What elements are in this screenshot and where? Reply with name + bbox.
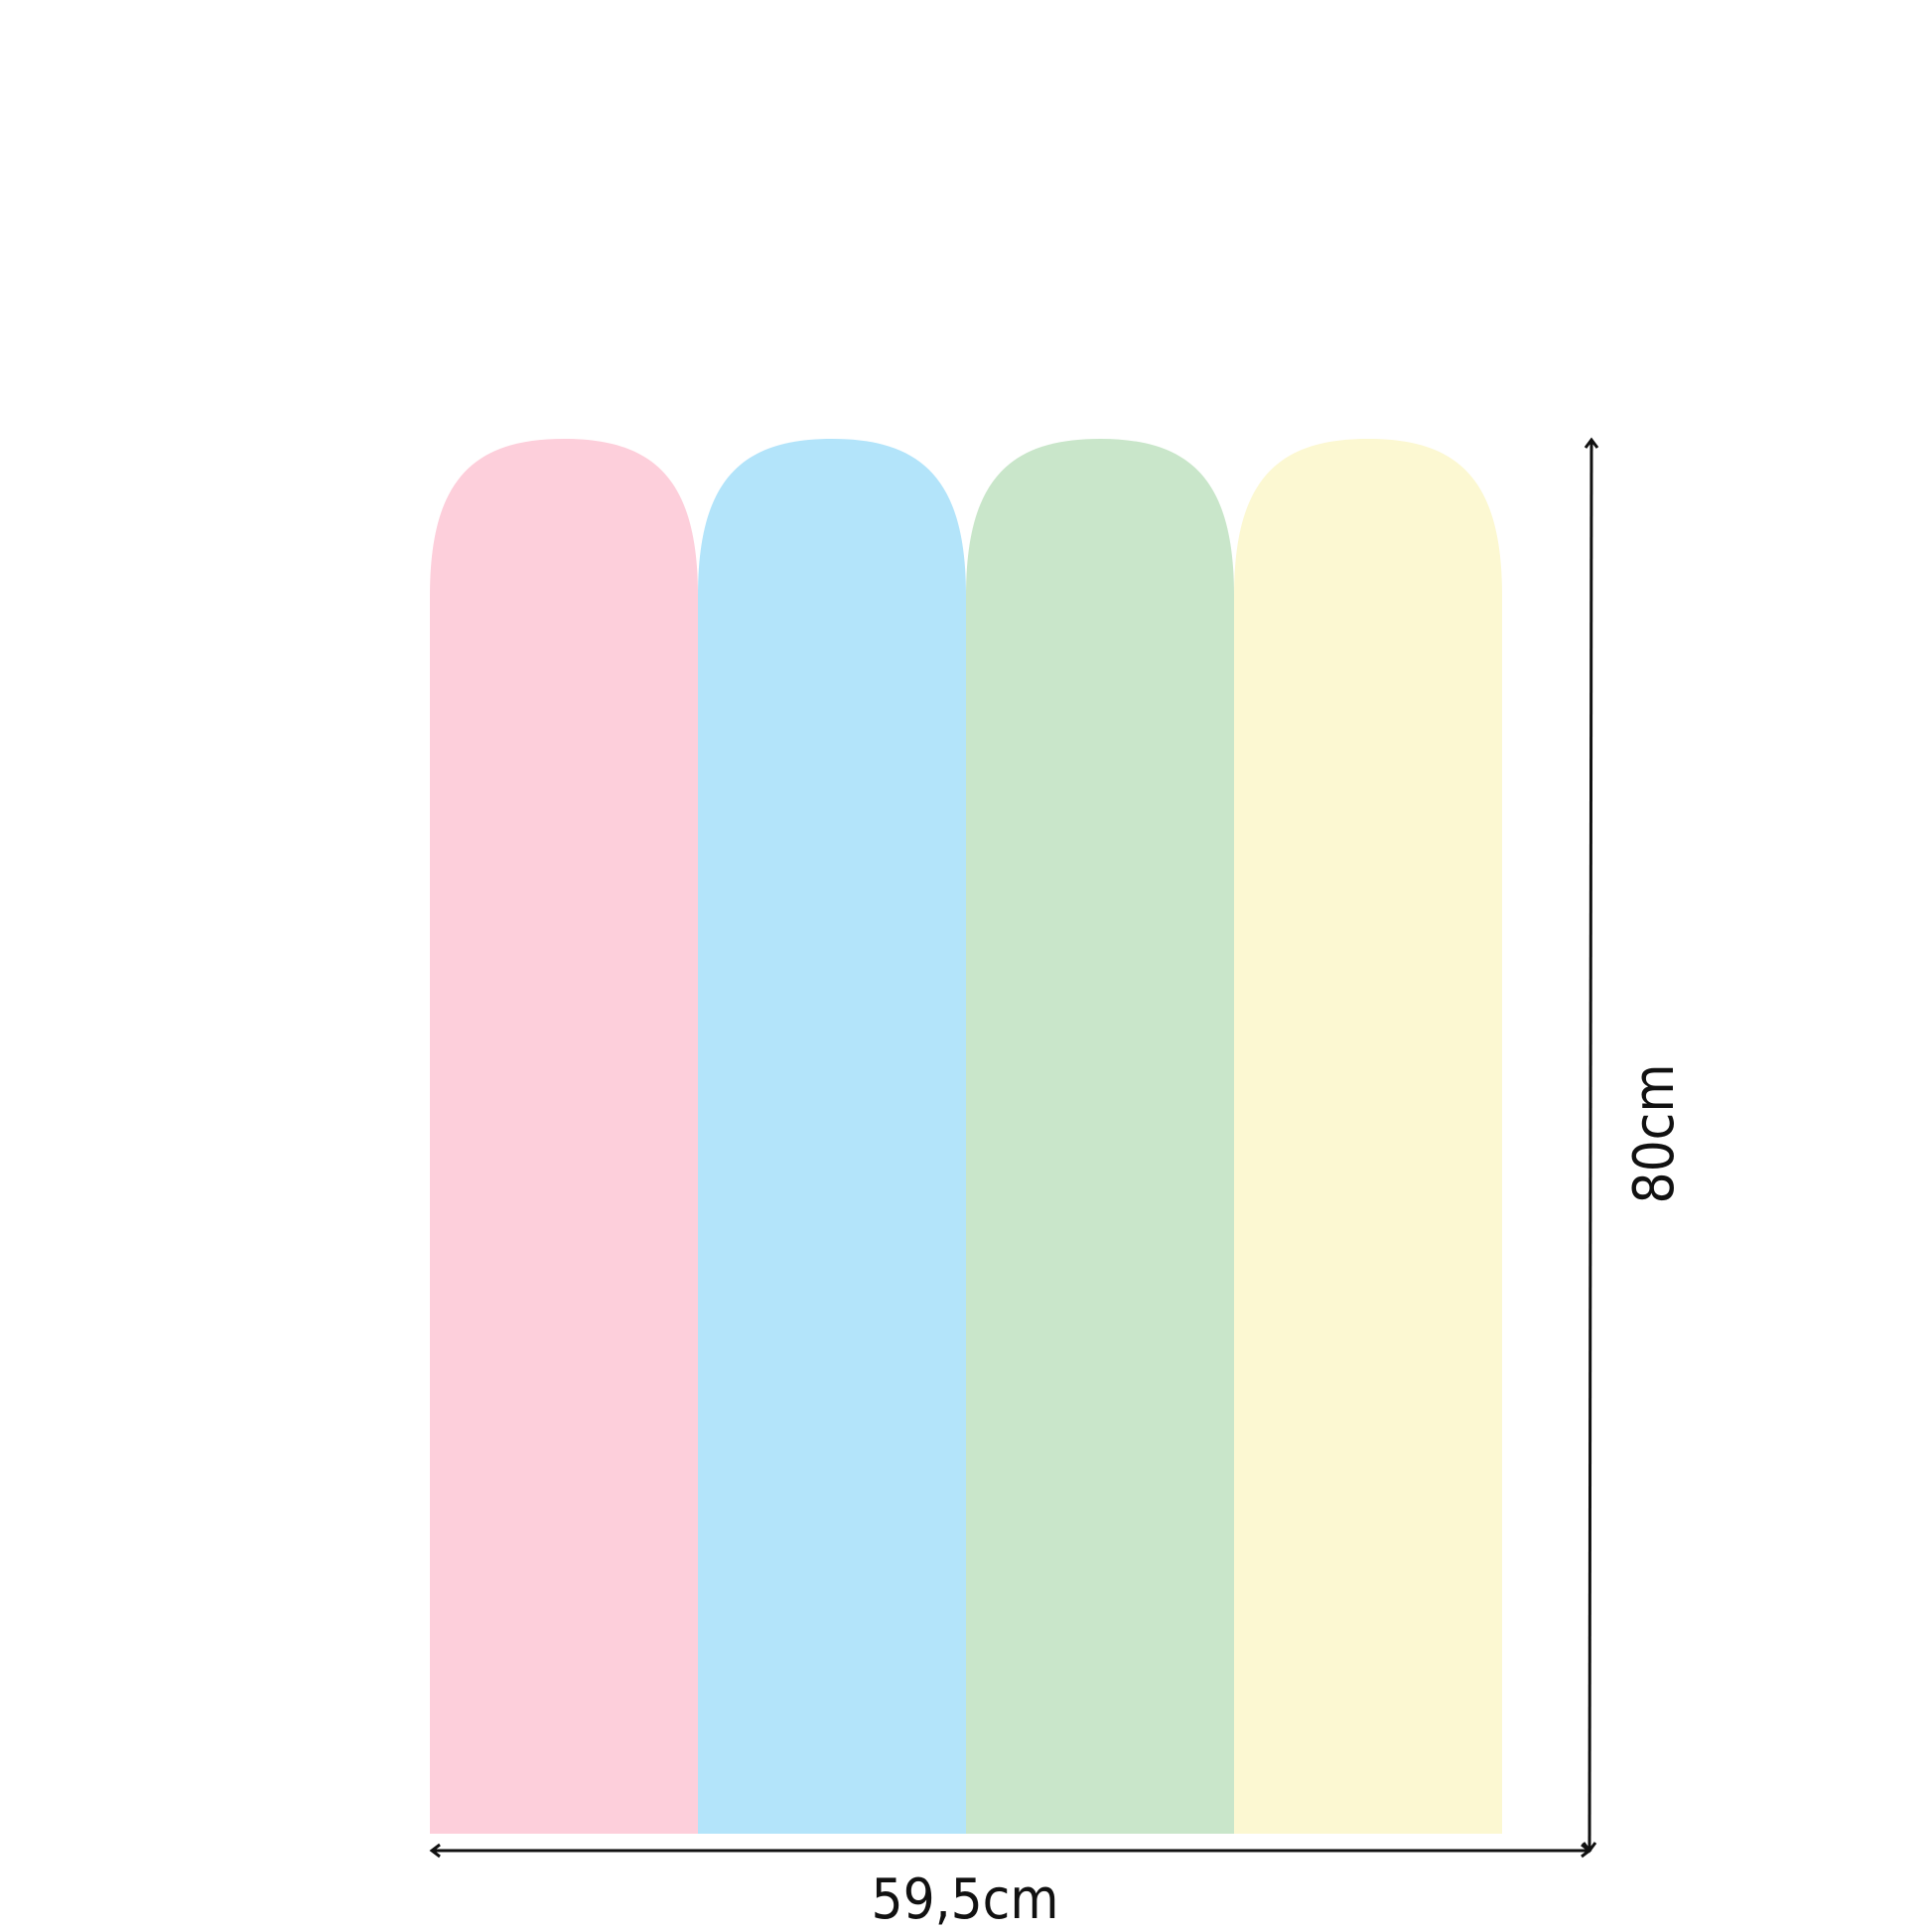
height-label: 80cm	[1622, 1064, 1687, 1204]
height-arrow-top-icon	[1584, 437, 1599, 449]
arch-panel-1	[430, 439, 698, 1834]
arch-panel-4	[1234, 439, 1502, 1834]
height-line	[1587, 439, 1593, 1852]
height-arrow-bottom-icon	[1582, 1842, 1597, 1854]
arch-panel-3	[966, 439, 1234, 1834]
width-label: 59,5cm	[872, 1867, 1059, 1932]
width-arrow-left-icon	[429, 1843, 441, 1859]
arch-panel-2	[698, 439, 966, 1834]
height-dimension	[1582, 437, 1599, 1854]
width-dimension	[429, 1843, 1592, 1859]
